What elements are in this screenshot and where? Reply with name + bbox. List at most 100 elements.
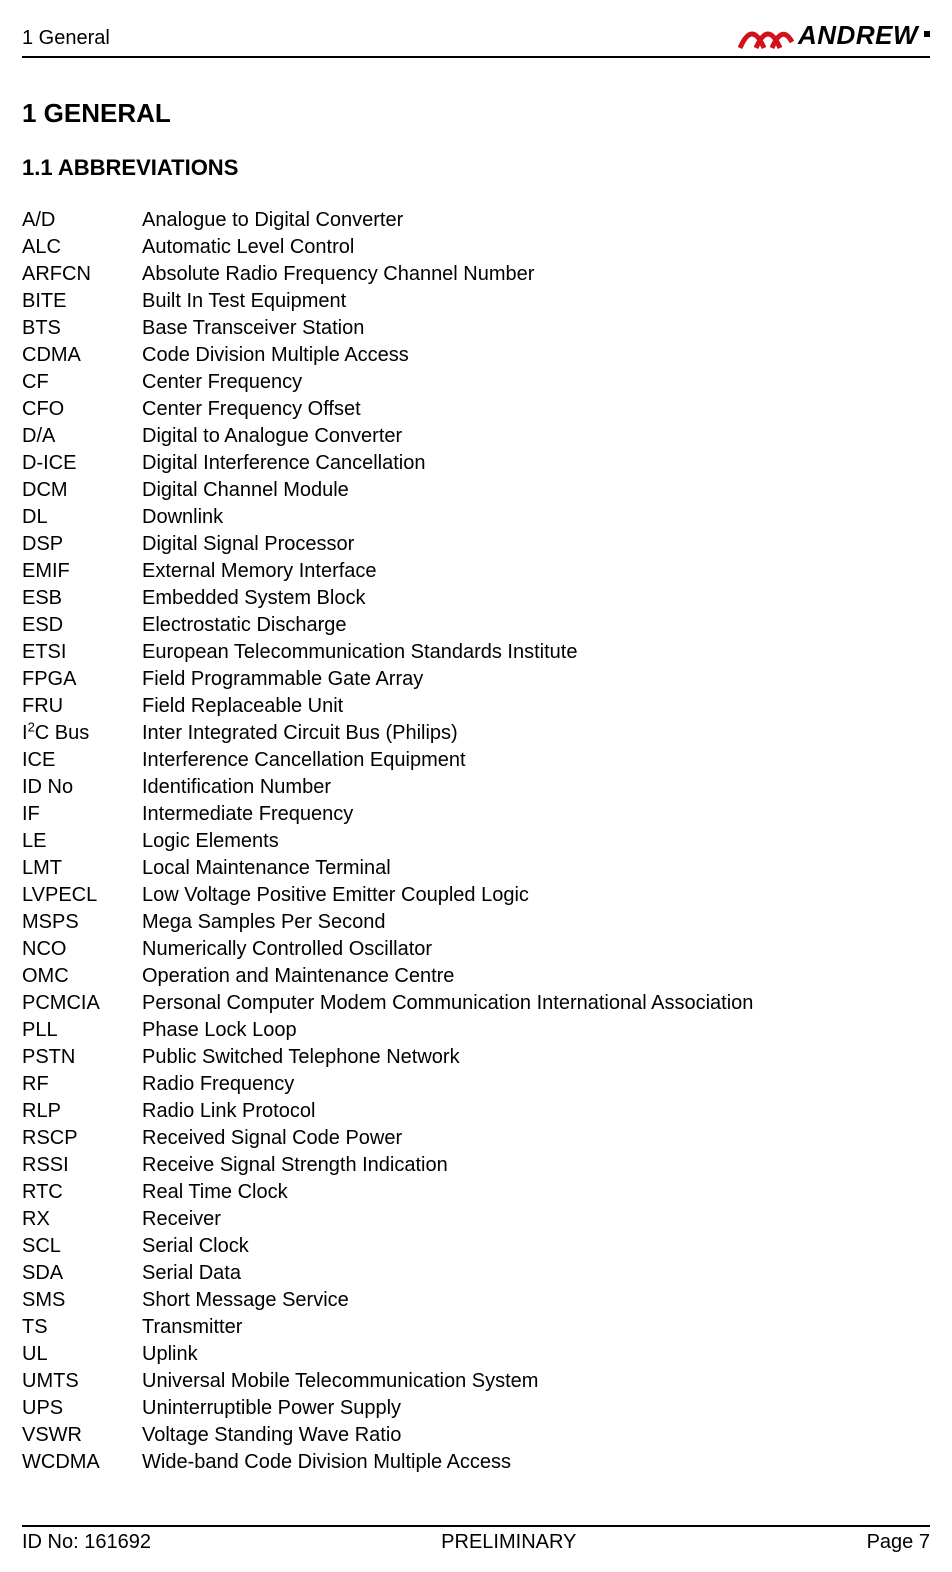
abbr-key: VSWR <box>22 1422 142 1449</box>
abbr-value: Center Frequency <box>142 369 930 396</box>
abbr-value: Received Signal Code Power <box>142 1125 930 1152</box>
abbr-row: RSCPReceived Signal Code Power <box>22 1125 930 1152</box>
abbr-key: CDMA <box>22 342 142 369</box>
abbr-row: RLPRadio Link Protocol <box>22 1098 930 1125</box>
abbr-key: SDA <box>22 1260 142 1287</box>
abbreviations-list: A/DAnalogue to Digital ConverterALCAutom… <box>22 207 930 1476</box>
abbr-key: ID No <box>22 774 142 801</box>
abbr-key: MSPS <box>22 909 142 936</box>
abbr-key: TS <box>22 1314 142 1341</box>
abbr-value: Universal Mobile Telecommunication Syste… <box>142 1368 930 1395</box>
abbr-row: ESBEmbedded System Block <box>22 585 930 612</box>
abbr-value: Public Switched Telephone Network <box>142 1044 930 1071</box>
abbr-row: RXReceiver <box>22 1206 930 1233</box>
abbr-value: Inter Integrated Circuit Bus (Philips) <box>142 720 930 747</box>
abbr-key: LE <box>22 828 142 855</box>
abbr-row: PCMCIAPersonal Computer Modem Communicat… <box>22 990 930 1017</box>
abbr-key: RSSI <box>22 1152 142 1179</box>
abbr-key: RF <box>22 1071 142 1098</box>
abbr-key: D-ICE <box>22 450 142 477</box>
abbr-row: WCDMAWide-band Code Division Multiple Ac… <box>22 1449 930 1476</box>
abbr-key: FRU <box>22 693 142 720</box>
abbr-key: LMT <box>22 855 142 882</box>
abbr-row: UPSUninterruptible Power Supply <box>22 1395 930 1422</box>
abbr-key: PCMCIA <box>22 990 142 1017</box>
abbr-row: PSTNPublic Switched Telephone Network <box>22 1044 930 1071</box>
abbr-key: ALC <box>22 234 142 261</box>
abbr-value: Receiver <box>142 1206 930 1233</box>
abbr-value: Digital Signal Processor <box>142 531 930 558</box>
abbr-row: FRUField Replaceable Unit <box>22 693 930 720</box>
abbr-row: A/DAnalogue to Digital Converter <box>22 207 930 234</box>
footer-status: PRELIMINARY <box>441 1531 576 1554</box>
abbr-value: Digital Channel Module <box>142 477 930 504</box>
abbr-key: PLL <box>22 1017 142 1044</box>
abbr-row: RFRadio Frequency <box>22 1071 930 1098</box>
abbr-key: OMC <box>22 963 142 990</box>
abbr-key: NCO <box>22 936 142 963</box>
abbr-key: WCDMA <box>22 1449 142 1476</box>
abbr-value: Analogue to Digital Converter <box>142 207 930 234</box>
abbr-key: I2C Bus <box>22 720 142 747</box>
logo-swoosh-icon <box>738 18 794 52</box>
abbr-row: VSWRVoltage Standing Wave Ratio <box>22 1422 930 1449</box>
abbr-row: ICEInterference Cancellation Equipment <box>22 747 930 774</box>
abbr-key: RX <box>22 1206 142 1233</box>
abbr-value: Identification Number <box>142 774 930 801</box>
abbr-value: Real Time Clock <box>142 1179 930 1206</box>
abbr-key: ESB <box>22 585 142 612</box>
abbr-value: Absolute Radio Frequency Channel Number <box>142 261 930 288</box>
page-header: 1 General ANDREW <box>22 18 930 58</box>
abbr-row: PLLPhase Lock Loop <box>22 1017 930 1044</box>
heading-1: 1 GENERAL <box>22 98 930 129</box>
abbr-row: UMTSUniversal Mobile Telecommunication S… <box>22 1368 930 1395</box>
abbr-value: Electrostatic Discharge <box>142 612 930 639</box>
abbr-row: ALCAutomatic Level Control <box>22 234 930 261</box>
abbr-value: Local Maintenance Terminal <box>142 855 930 882</box>
abbr-row: LELogic Elements <box>22 828 930 855</box>
abbr-value: Center Frequency Offset <box>142 396 930 423</box>
abbr-value: Uninterruptible Power Supply <box>142 1395 930 1422</box>
abbr-row: CFOCenter Frequency Offset <box>22 396 930 423</box>
abbr-row: IFIntermediate Frequency <box>22 801 930 828</box>
abbr-value: Operation and Maintenance Centre <box>142 963 930 990</box>
abbr-row: DSPDigital Signal Processor <box>22 531 930 558</box>
abbr-row: ETSIEuropean Telecommunication Standards… <box>22 639 930 666</box>
abbr-value: Logic Elements <box>142 828 930 855</box>
abbr-row: BITEBuilt In Test Equipment <box>22 288 930 315</box>
abbr-value: Personal Computer Modem Communication In… <box>142 990 930 1017</box>
abbr-row: SMSShort Message Service <box>22 1287 930 1314</box>
abbr-key: BITE <box>22 288 142 315</box>
abbr-key: FPGA <box>22 666 142 693</box>
abbr-key: A/D <box>22 207 142 234</box>
abbr-row: EMIFExternal Memory Interface <box>22 558 930 585</box>
heading-2: 1.1 ABBREVIATIONS <box>22 155 930 181</box>
abbr-row: FPGAField Programmable Gate Array <box>22 666 930 693</box>
brand-logo: ANDREW <box>738 18 930 52</box>
abbr-key: IF <box>22 801 142 828</box>
abbr-key: DCM <box>22 477 142 504</box>
abbr-key: SCL <box>22 1233 142 1260</box>
abbr-value: Intermediate Frequency <box>142 801 930 828</box>
abbr-value: External Memory Interface <box>142 558 930 585</box>
abbr-key: EMIF <box>22 558 142 585</box>
abbr-key: ESD <box>22 612 142 639</box>
abbr-value: Serial Clock <box>142 1233 930 1260</box>
abbr-value: Embedded System Block <box>142 585 930 612</box>
abbr-row: ESDElectrostatic Discharge <box>22 612 930 639</box>
abbr-value: Radio Link Protocol <box>142 1098 930 1125</box>
abbr-key: ETSI <box>22 639 142 666</box>
abbr-value: Phase Lock Loop <box>142 1017 930 1044</box>
abbr-row: D-ICEDigital Interference Cancellation <box>22 450 930 477</box>
abbr-row: BTSBase Transceiver Station <box>22 315 930 342</box>
abbr-value: Mega Samples Per Second <box>142 909 930 936</box>
logo-text: ANDREW <box>798 20 918 51</box>
abbr-key: UPS <box>22 1395 142 1422</box>
abbr-key: BTS <box>22 315 142 342</box>
abbr-value: Field Programmable Gate Array <box>142 666 930 693</box>
abbr-row: ARFCNAbsolute Radio Frequency Channel Nu… <box>22 261 930 288</box>
abbr-value: Interference Cancellation Equipment <box>142 747 930 774</box>
abbr-value: Receive Signal Strength Indication <box>142 1152 930 1179</box>
footer-id: ID No: 161692 <box>22 1531 151 1554</box>
footer-page-number: Page 7 <box>867 1531 930 1554</box>
